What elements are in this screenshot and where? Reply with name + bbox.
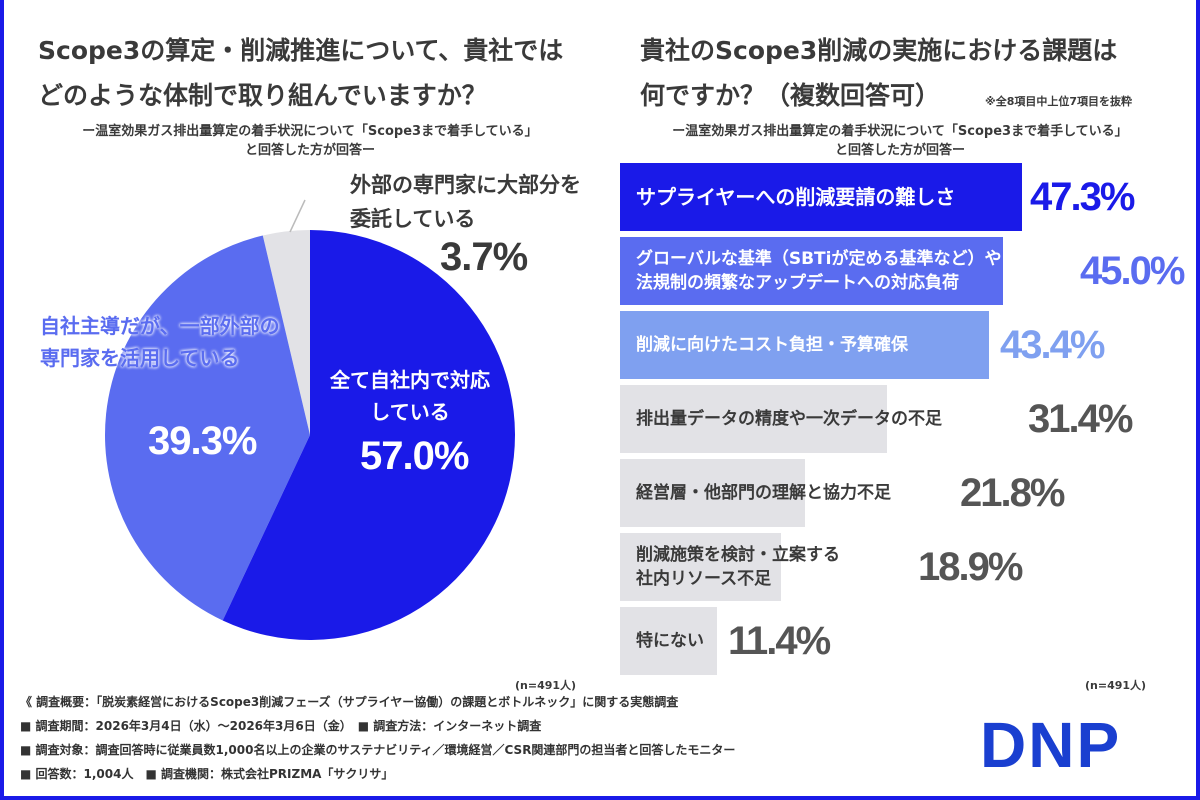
footer-line: 《 調査概要：「脱炭素経営におけるScope3削減フェーズ（サプライヤー協働）の… — [20, 695, 679, 709]
bar-value: 31.4% — [1028, 396, 1133, 441]
slice-value: 39.3% — [148, 419, 257, 463]
dnp-logo: DNP — [980, 709, 1122, 781]
right-title-line: 何ですか？（複数回答可） — [640, 81, 941, 110]
slice-label-text: 全て自社内で対応している — [330, 368, 490, 424]
slice-label-text: 外部の専門家に大部分を委託している — [350, 173, 581, 231]
bar — [620, 237, 1003, 305]
subtitle-line: ー温室効果ガス排出量算定の着手状況について「Scope3まで着手している」 — [672, 124, 1128, 139]
bar — [620, 459, 806, 527]
slice-value: 3.7% — [440, 235, 528, 279]
left-title-line: どのような体制で取り組んでいますか？ — [38, 81, 487, 110]
leader-line — [289, 199, 306, 233]
pie-chart — [104, 199, 515, 640]
bar-label: 特にない — [636, 631, 704, 651]
bar-label: 削減に向けたコスト負担・予算確保 — [636, 335, 908, 355]
bar — [620, 311, 989, 379]
slice-label-1: 全て自社内で対応している — [330, 364, 490, 428]
bar-value: 21.8% — [960, 470, 1065, 515]
pie-slice-1 — [222, 230, 515, 640]
subtitle-line: と回答した方が回答ー — [244, 143, 375, 158]
left-title-line: Scope3の算定・削減推進について、貴社では — [38, 36, 564, 65]
bar-value: 47.3% — [1030, 174, 1135, 219]
bar — [620, 607, 717, 675]
right-title-line: 貴社のScope3削減の実施における課題は — [640, 36, 1118, 65]
bar-value: 43.4% — [1000, 322, 1105, 367]
slice-value: 57.0% — [360, 434, 469, 478]
bar — [620, 163, 1023, 231]
bar-label: 排出量データの精度や一次データの不足 — [636, 409, 942, 429]
left-title: Scope3の算定・削減推進について、貴社では どのような体制で取り組んでいますか… — [38, 28, 563, 118]
bar-label: 削減施策を検討・立案する 社内リソース不足 — [636, 545, 840, 589]
footer-line: ■ 調査対象：調査回答時に従業員数1,000名以上の企業のサステナビリティ／環境… — [20, 743, 736, 757]
right-subtitle: ー温室効果ガス排出量算定の着手状況について「Scope3まで着手している」 と回答… — [610, 122, 1190, 160]
bar-value: 45.0% — [1080, 248, 1185, 293]
right-title: 貴社のScope3削減の実施における課題は 何ですか？（複数回答可） — [640, 28, 1117, 118]
survey-footer: 《 調査概要：「脱炭素経営におけるScope3削減フェーズ（サプライヤー協働）の… — [20, 690, 735, 786]
pie-slice-3 — [262, 230, 310, 435]
footer-line: ■ 回答数：1,004人 ■ 調査機関：株式会社PRIZMA「サクリサ」 — [20, 767, 394, 781]
left-sample-size: (n=491人) — [515, 679, 577, 692]
bar-value: 11.4% — [728, 618, 831, 663]
bar — [620, 385, 887, 453]
bar-label: 経営層・他部門の理解と協力不足 — [636, 483, 891, 503]
subtitle-line: ー温室効果ガス排出量算定の着手状況について「Scope3まで着手している」 — [82, 124, 538, 139]
left-subtitle: ー温室効果ガス排出量算定の着手状況について「Scope3まで着手している」 と回答… — [20, 122, 600, 160]
footer-line: ■ 調査期間：2026年3月4日（水）〜2026年3月6日（金） ■ 調査方法：… — [20, 719, 542, 733]
slice-label-text: 自社主導だが、一部外部の専門家を活用している — [40, 314, 280, 370]
slice-label-3: 外部の専門家に大部分を委託している 3.7% — [350, 168, 600, 279]
pie-slice-2 — [104, 235, 310, 621]
bar-label: サプライヤーへの削減要請の難しさ — [636, 185, 956, 209]
slice-label-2: 自社主導だが、一部外部の専門家を活用している — [40, 310, 290, 374]
bar — [620, 533, 781, 601]
bar-label: グローバルな基準（SBTiが定める基準など）や 法規制の頻繁なアップデートへの対… — [636, 249, 1002, 293]
right-note: ※全8項目中上位7項目を抜粋 — [985, 95, 1133, 108]
right-sample-size: (n=491人) — [1085, 679, 1147, 692]
bar-value: 18.9% — [918, 544, 1023, 589]
subtitle-line: と回答した方が回答ー — [834, 143, 965, 158]
